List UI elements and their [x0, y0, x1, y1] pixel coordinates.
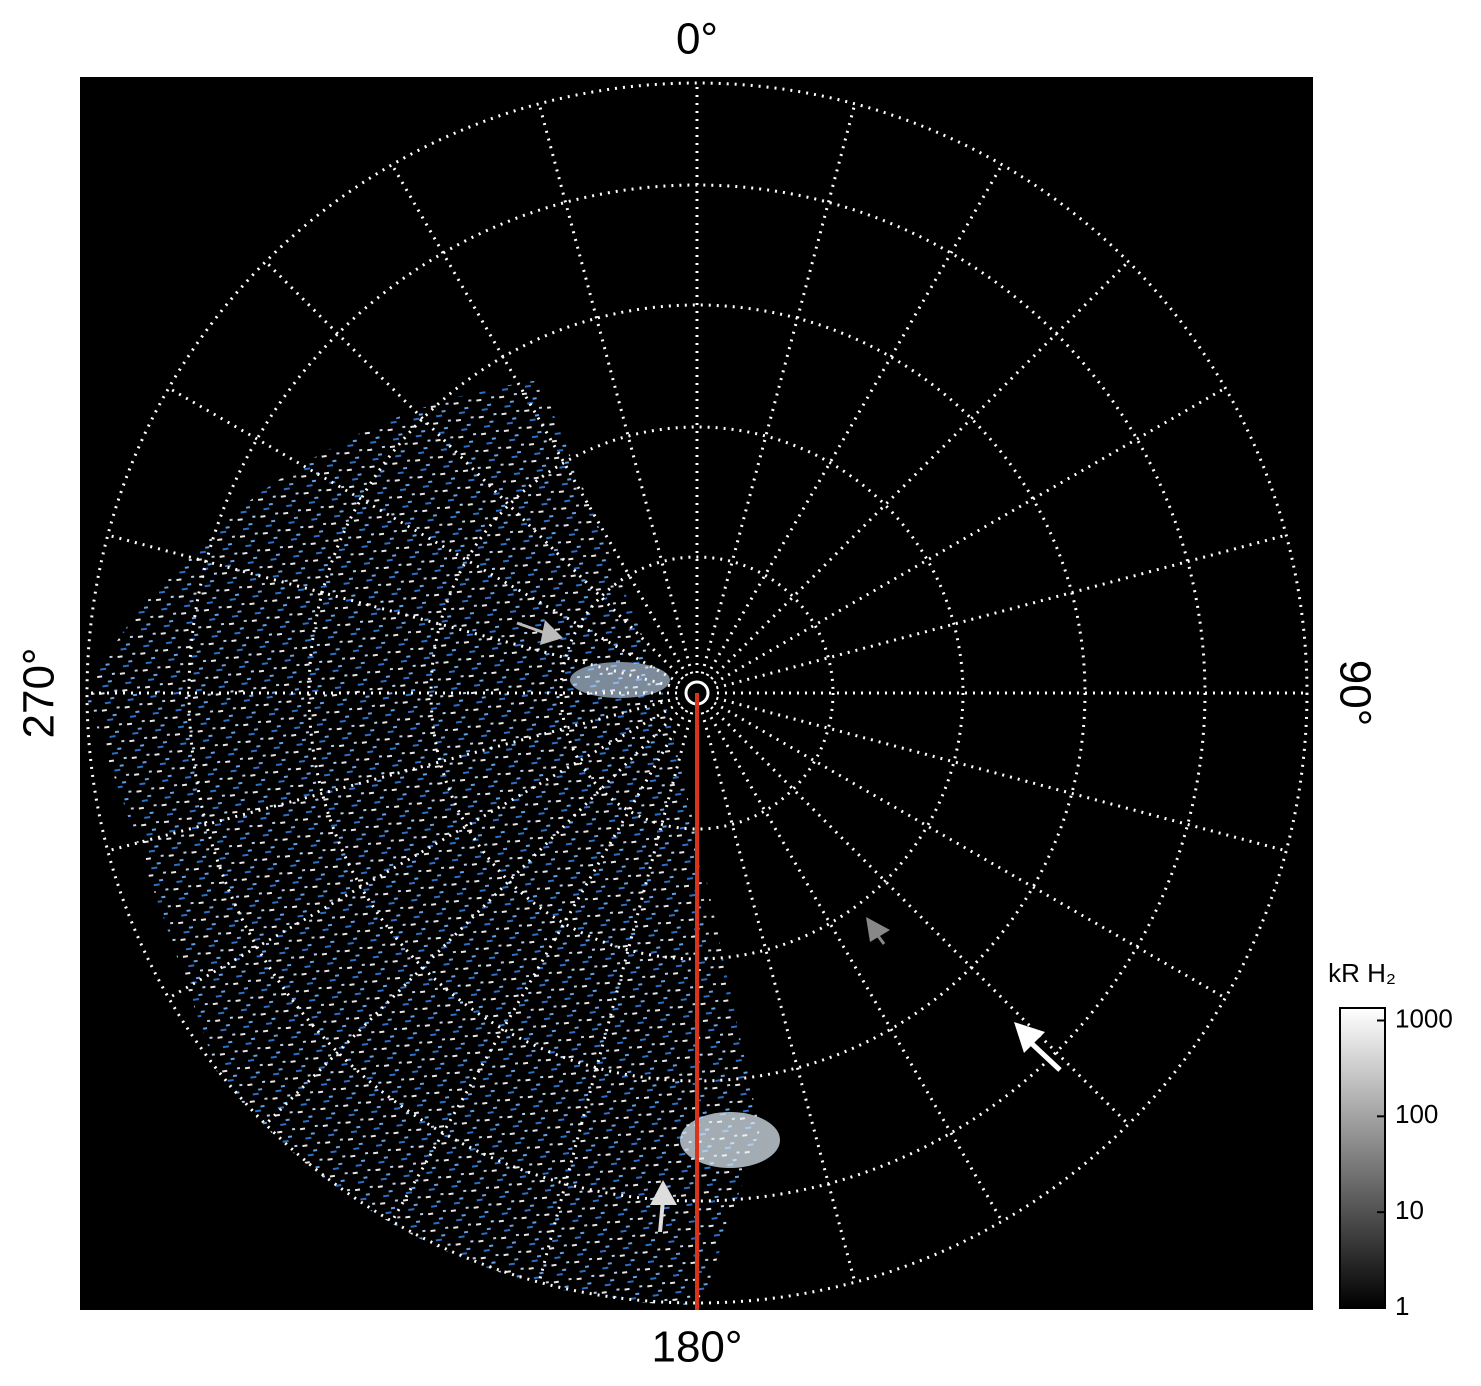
colorbar-tick-label: 100 — [1395, 1099, 1438, 1129]
colorbar-title: kR H₂ — [1328, 958, 1396, 988]
label-right: 90° — [1330, 660, 1379, 727]
label-top: 0° — [676, 15, 718, 64]
colorbar-tick-label: 1 — [1395, 1291, 1409, 1321]
label-left: 270° — [15, 647, 64, 738]
arrows — [516, 620, 1062, 1233]
label-bottom: 180° — [651, 1323, 742, 1372]
emission — [85, 380, 780, 1305]
colorbar-tick-label: 10 — [1395, 1195, 1424, 1225]
colorbar — [1339, 1007, 1386, 1309]
grid-ring — [559, 555, 835, 831]
colorbar-tick-label: 1000 — [1395, 1003, 1453, 1033]
grid-ring — [85, 81, 1309, 1305]
